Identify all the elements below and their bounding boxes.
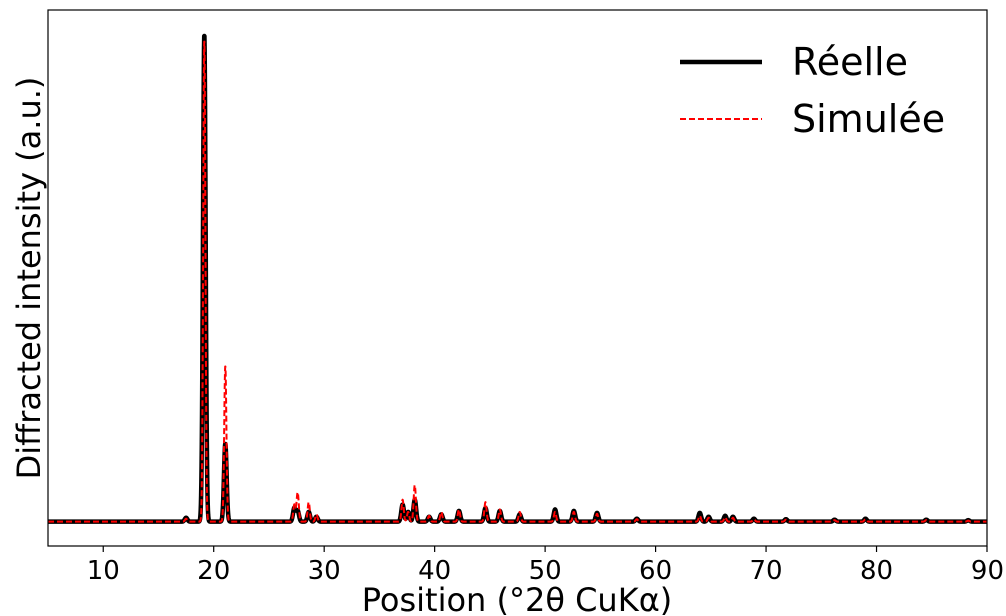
plot-area: 10 20 30 40 50 60 70 80 90 (47, 9, 1004, 586)
legend-label-reelle: Réelle (792, 40, 908, 84)
series-layer (48, 33, 987, 524)
x-tick-label: 70 (750, 556, 783, 586)
series-line-simulee (48, 40, 987, 523)
x-tick-label: 60 (639, 556, 672, 586)
legend: Réelle Simulée (680, 40, 945, 141)
x-tick-label: 40 (418, 556, 451, 586)
x-axis-ticks: 10 20 30 40 50 60 70 80 90 (87, 546, 1004, 586)
legend-label-simulee: Simulée (792, 97, 945, 141)
x-tick-label: 20 (197, 556, 230, 586)
x-tick-label: 30 (308, 556, 341, 586)
x-axis-title: Position (°2θ CuKα) (362, 581, 673, 616)
x-tick-label: 80 (860, 556, 893, 586)
plot-frame (47, 9, 988, 547)
x-tick-label: 10 (87, 556, 120, 586)
x-tick-label: 90 (971, 556, 1004, 586)
y-axis-title: Diffracted intensity (a.u.) (10, 77, 48, 480)
x-tick-label: 50 (529, 556, 562, 586)
